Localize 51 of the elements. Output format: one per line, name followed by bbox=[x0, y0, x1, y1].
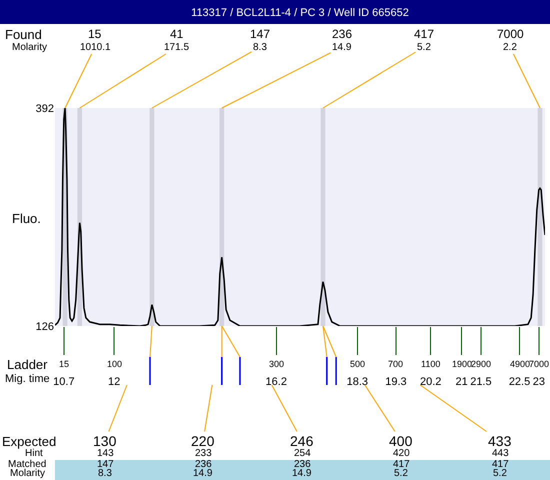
text: 41 bbox=[170, 27, 184, 41]
text: Found bbox=[5, 27, 42, 42]
y-tick-label: 392 bbox=[36, 102, 54, 115]
text: 417 bbox=[414, 27, 434, 41]
text: 5.2 bbox=[394, 468, 408, 479]
text: Molarity bbox=[10, 468, 46, 479]
text: 420 bbox=[393, 448, 410, 459]
text: 417 bbox=[492, 459, 510, 470]
text: 417 bbox=[393, 459, 410, 470]
annotation: 14.9 bbox=[332, 42, 352, 53]
annotation: 8.3 bbox=[253, 42, 268, 53]
text: Ladder bbox=[7, 357, 48, 372]
x-tick-label: 23 bbox=[532, 376, 545, 388]
text: 15 bbox=[59, 359, 70, 369]
text: 443 bbox=[492, 448, 510, 459]
y-tick-label: 126 bbox=[36, 320, 54, 333]
text: 236 bbox=[294, 459, 312, 470]
annotation: 171.5 bbox=[164, 42, 190, 53]
text: 143 bbox=[97, 448, 114, 459]
annotation: 220 bbox=[191, 433, 215, 449]
text: 15 bbox=[88, 27, 102, 41]
annotation: 433 bbox=[488, 433, 512, 449]
text: 14.9 bbox=[292, 468, 312, 479]
text: 4900 bbox=[510, 359, 530, 369]
text: 8.3 bbox=[98, 468, 112, 479]
text: Matched bbox=[8, 459, 46, 470]
text: 254 bbox=[294, 448, 312, 459]
text: Molarity bbox=[12, 42, 48, 53]
text: 236 bbox=[332, 27, 352, 41]
annotation: 1010.1 bbox=[80, 42, 112, 53]
line-series bbox=[55, 108, 545, 326]
text: 147 bbox=[97, 459, 114, 470]
annotation: 400 bbox=[389, 433, 413, 449]
x-tick-label: 22.5 bbox=[508, 376, 530, 388]
text: 233 bbox=[195, 448, 212, 459]
annotation: 130 bbox=[93, 433, 117, 449]
chart-title: 113317 / BCL2L11-4 / PC 3 / Well ID 665652 bbox=[191, 6, 409, 19]
text: 5.2 bbox=[493, 468, 508, 479]
text: 236 bbox=[195, 459, 212, 470]
text: 147 bbox=[250, 27, 270, 41]
text: Hint bbox=[25, 448, 44, 459]
annotation: 246 bbox=[290, 433, 314, 449]
text: Expected bbox=[2, 434, 56, 449]
annotation: 5.2 bbox=[417, 42, 432, 53]
y-axis-title: Fluo. bbox=[12, 211, 41, 226]
text: 7000 bbox=[529, 359, 550, 369]
text: 7000 bbox=[497, 27, 524, 41]
x-tick-label: 10.7 bbox=[53, 376, 75, 388]
text: Mig. time bbox=[5, 373, 50, 385]
text: 14.9 bbox=[193, 468, 213, 479]
annotation: 2.2 bbox=[503, 42, 518, 53]
